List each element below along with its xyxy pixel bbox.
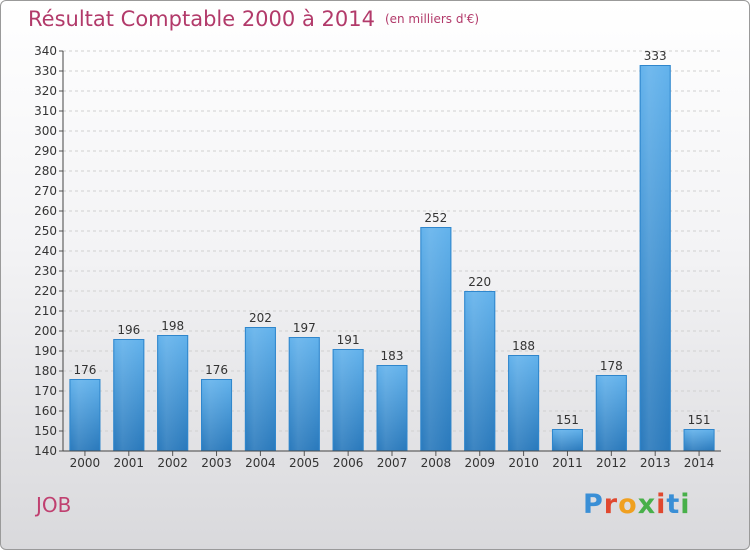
y-tick-label: 340 [34,44,57,58]
bar-value-label: 188 [512,339,535,353]
logo-letter: i [656,489,667,520]
unit-label: (en milliers d'€) [384,12,480,26]
x-tick-label: 2009 [464,456,495,470]
y-tick-label: 270 [34,184,57,198]
y-tick-label: 220 [34,284,57,298]
x-tick-label: 2005 [289,456,320,470]
y-tick-label: 170 [34,384,57,398]
x-tick-label: 2011 [552,456,583,470]
y-tick-label: 260 [34,204,57,218]
logo-letter: r [603,489,619,520]
x-tick-label: 2012 [596,456,627,470]
y-tick-label: 290 [34,144,57,158]
y-tick-label: 140 [34,444,57,458]
bar-value-label: 151 [556,413,579,427]
y-tick-label: 240 [34,244,57,258]
bar-shine [595,375,627,451]
bar-value-label: 198 [161,319,184,333]
bar-value-label: 178 [600,359,623,373]
x-tick-label: 2010 [508,456,539,470]
bar-value-label: 183 [381,349,404,363]
logo-letter: o [618,489,638,520]
y-tick-label: 150 [34,424,57,438]
bar-shine [376,365,408,451]
x-tick-label: 2001 [114,456,145,470]
y-tick-label: 310 [34,104,57,118]
bar-shine [244,327,276,451]
x-tick-label: 2014 [684,456,715,470]
axis-layer: 140 150 160 170 180 190 200 210 220 230 240 250 260 2… [34,44,721,470]
logo-letter: t [666,489,681,520]
x-tick-label: 2006 [333,456,364,470]
x-tick-label: 2004 [245,456,276,470]
bar-shine [69,379,101,451]
bar-value-label: 197 [293,321,316,335]
y-tick-label: 330 [34,64,57,78]
bar-shine [157,335,189,451]
y-tick-label: 280 [34,164,57,178]
bar-shine [201,379,233,451]
bar-shine [639,65,671,451]
bar-value-label: 220 [468,275,491,289]
y-tick-label: 160 [34,404,57,418]
bar-shine [551,429,583,451]
logo-letter: P [583,489,604,520]
chart-title-text: Résultat Comptable 2000 à 2014 [28,7,375,31]
y-tick-label: 230 [34,264,57,278]
x-tick-label: 2013 [640,456,671,470]
x-tick-label: 2000 [70,456,101,470]
bar-shine [508,355,540,451]
commune-label: JOB [36,493,72,517]
bar-value-label: 202 [249,311,272,325]
proxiti-logo[interactable]: Proxiti [583,489,691,520]
bar-shine [464,291,496,451]
x-tick-label: 2007 [377,456,408,470]
y-tick-label: 190 [34,344,57,358]
x-tick-label: 2008 [421,456,452,470]
logo-letter: i [680,489,691,520]
y-tick-label: 250 [34,224,57,238]
bar-value-label: 196 [117,323,140,337]
bar-shine [683,429,715,451]
bar-layer: 176 196 198 176 202 197 191 183 252 220 188 151 178 3… [69,49,715,451]
x-tick-label: 2003 [201,456,232,470]
chart-title: Résultat Comptable 2000 à 2014 (en millie… [28,7,479,31]
y-tick-label: 200 [34,324,57,338]
bar-shine [288,337,320,451]
y-tick-label: 210 [34,304,57,318]
bar-value-label: 151 [688,413,711,427]
bar-value-label: 252 [424,211,447,225]
bar-value-label: 176 [205,363,228,377]
logo-letter: x [637,489,657,520]
x-tick-label: 2002 [157,456,188,470]
bar-shine [332,349,364,451]
y-tick-label: 180 [34,364,57,378]
y-tick-label: 320 [34,84,57,98]
bar-shine [113,339,145,451]
bar-value-label: 333 [644,49,667,63]
bar-shine [420,227,452,451]
y-tick-label: 300 [34,124,57,138]
bar-value-label: 176 [73,363,96,377]
bar-value-label: 191 [337,333,360,347]
